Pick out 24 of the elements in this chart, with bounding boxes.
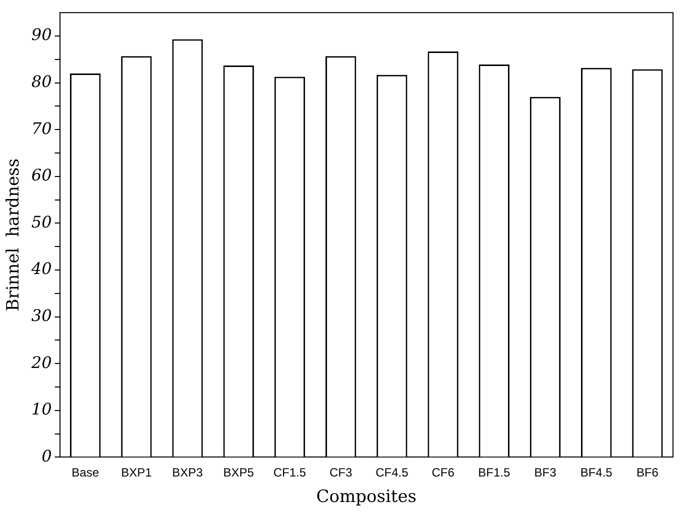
x-tick-label: BXP3	[172, 466, 204, 480]
y-tick-label: 10	[31, 400, 52, 419]
y-tick-label: 60	[31, 166, 52, 185]
x-tick-label: Base	[72, 466, 100, 480]
x-tick-label: BF6	[636, 466, 659, 480]
x-axis-title: Composites	[316, 487, 417, 508]
y-axis-title: Brinnel hardness	[4, 158, 24, 312]
y-tick-label: 50	[31, 212, 52, 232]
y-tick-label: 0	[42, 446, 52, 466]
y-tick-label: 90	[31, 25, 52, 44]
x-tick-label: CF6	[432, 466, 455, 480]
x-tick-label: CF4.5	[376, 466, 409, 480]
x-tick-label: CF3	[329, 466, 352, 480]
y-tick-label: 40	[30, 259, 52, 278]
y-tick-label: 80	[31, 72, 52, 91]
x-tick-label: BF1.5	[478, 466, 510, 480]
x-tick-label: BXP1	[121, 466, 152, 480]
x-tick-label: BF4.5	[580, 466, 613, 480]
y-tick-label: 30	[31, 306, 52, 325]
x-tick-label: BF3	[534, 466, 557, 480]
x-tick-label: BXP5	[223, 466, 254, 480]
y-tick-label: 70	[31, 118, 52, 138]
x-tick-label: CF1.5	[273, 466, 306, 480]
y-tick-label: 20	[30, 352, 52, 372]
